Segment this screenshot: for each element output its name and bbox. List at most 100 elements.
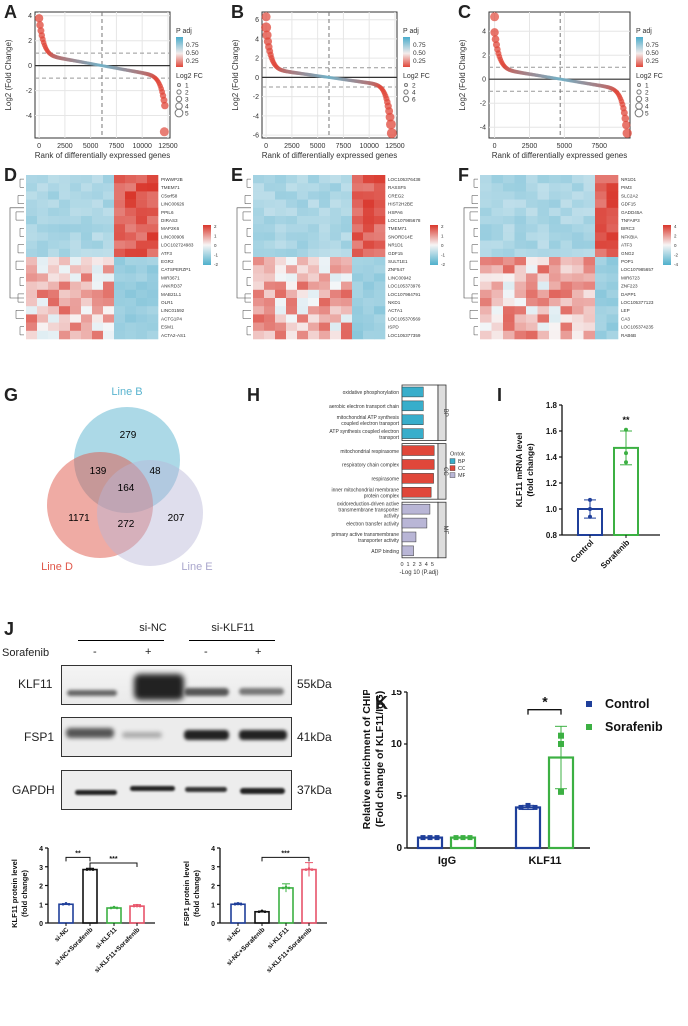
dendrogram-branch xyxy=(246,277,251,286)
gene-label: ACTA2-AS1 xyxy=(161,333,186,338)
heatmap-cell xyxy=(583,273,596,282)
heatmap-cell xyxy=(560,330,573,340)
heatmap-cell xyxy=(606,281,619,291)
dendrogram-branch xyxy=(473,326,478,336)
heatmap-cell xyxy=(572,281,584,291)
data-point xyxy=(307,867,311,870)
dendrogram-branch xyxy=(244,293,251,303)
data-point xyxy=(109,906,113,910)
heatmap-cell xyxy=(147,281,159,291)
heatmap-cell xyxy=(297,240,309,250)
heatmap-cell xyxy=(253,265,265,274)
heatmap-cell xyxy=(352,273,364,282)
gene-label: TMEM71 xyxy=(388,226,407,231)
data-point xyxy=(263,910,267,914)
size-legend-label: 4 xyxy=(412,90,416,97)
size-legend-circle xyxy=(637,83,641,87)
heatmap-cell xyxy=(595,183,607,192)
heatmap-cell xyxy=(341,175,353,184)
heatmap-cell xyxy=(70,224,82,233)
heatmap-cell xyxy=(583,216,596,225)
heatmap-cell xyxy=(514,183,527,192)
heatmap-cell xyxy=(503,207,515,217)
heatmap-cell xyxy=(514,298,527,307)
heatmap-cell xyxy=(319,224,331,233)
heatmap-cell xyxy=(147,240,159,250)
gene-label: GDF15 xyxy=(388,251,403,256)
gene-label: DAPP1 xyxy=(621,292,637,297)
heatmap-cell xyxy=(374,257,386,266)
heatmap-cell xyxy=(59,248,71,258)
heatmap-cell xyxy=(308,207,320,217)
heatmap-cell xyxy=(70,314,82,323)
gene-label: LOC102724983 xyxy=(161,243,194,248)
venn-circle-line-d xyxy=(47,452,153,558)
gene-label: NFKBIA xyxy=(621,234,639,239)
color-scale-tick: 2 xyxy=(214,224,217,229)
heatmap-cell xyxy=(253,306,265,315)
legend-label: MF xyxy=(458,473,465,479)
heatmap-cell xyxy=(330,224,342,233)
heatmap-cell xyxy=(374,175,386,184)
heatmap-cell xyxy=(341,257,353,266)
dendrogram-branch xyxy=(19,228,24,237)
heatmap-cell xyxy=(114,330,126,340)
legend-title: Ontology xyxy=(450,452,465,458)
gene-label: SLC2A2 xyxy=(621,193,639,198)
data-point xyxy=(622,120,631,130)
heatmap-cell xyxy=(59,191,71,200)
heatmap-cell xyxy=(480,289,492,299)
color-scale xyxy=(430,225,438,265)
venn-count-de: 272 xyxy=(118,519,135,530)
y-tick-label: 1.0 xyxy=(546,505,558,514)
heatmap-cell xyxy=(583,265,596,274)
heatmap-cell xyxy=(595,289,607,299)
legend-padj-title: P adj xyxy=(636,28,652,35)
heatmap-cell xyxy=(319,257,331,266)
heatmap-cell xyxy=(363,306,375,315)
heatmap-cell xyxy=(491,330,504,340)
heatmap-cell xyxy=(136,232,148,241)
heatmap-cell xyxy=(526,257,538,266)
bar xyxy=(254,910,270,924)
heatmap-cell xyxy=(595,322,607,332)
heatmap-cell xyxy=(319,330,331,340)
heatmap-cell xyxy=(59,306,71,315)
dendrogram-branch xyxy=(471,244,478,254)
blot-group-si-nc: si-NC xyxy=(139,622,167,634)
heatmap-cell xyxy=(297,322,309,332)
heatmap-cell xyxy=(136,175,148,184)
panel-label-g: G xyxy=(4,385,19,405)
heatmap-cell xyxy=(480,224,492,233)
data-point xyxy=(620,109,628,117)
heatmap-cell xyxy=(286,257,298,266)
heatmap-cell xyxy=(537,257,550,266)
heatmap-cell xyxy=(503,314,515,323)
size-legend-label: 4 xyxy=(645,104,649,111)
data-point xyxy=(61,902,65,906)
heatmap-cell xyxy=(37,191,49,200)
heatmap-cell xyxy=(514,289,527,299)
heatmap-cell xyxy=(275,207,287,217)
x-tick-label: 7500 xyxy=(591,143,607,150)
heatmap-cell xyxy=(537,175,550,184)
dendrogram-branch xyxy=(242,310,251,319)
venn-count-d-only: 1171 xyxy=(68,513,90,524)
heatmap-cell xyxy=(59,175,71,184)
heatmap-cell xyxy=(503,199,515,209)
dendrogram xyxy=(236,207,251,299)
heatmap-cell xyxy=(81,199,93,209)
heatmap-cell xyxy=(286,199,298,209)
heatmap-cell xyxy=(560,240,573,250)
data-point xyxy=(558,741,564,747)
heatmap-cell xyxy=(374,322,386,332)
heatmap-cell xyxy=(286,248,298,258)
heatmap-cell xyxy=(352,175,364,184)
heatmap-cell xyxy=(352,298,364,307)
heatmap-cell xyxy=(537,240,550,250)
heatmap-cell xyxy=(480,273,492,282)
heatmap-cell xyxy=(103,281,115,291)
heatmap-cell xyxy=(572,298,584,307)
venn-label-line-b: Line B xyxy=(111,386,142,398)
heatmap-cell xyxy=(48,240,60,250)
